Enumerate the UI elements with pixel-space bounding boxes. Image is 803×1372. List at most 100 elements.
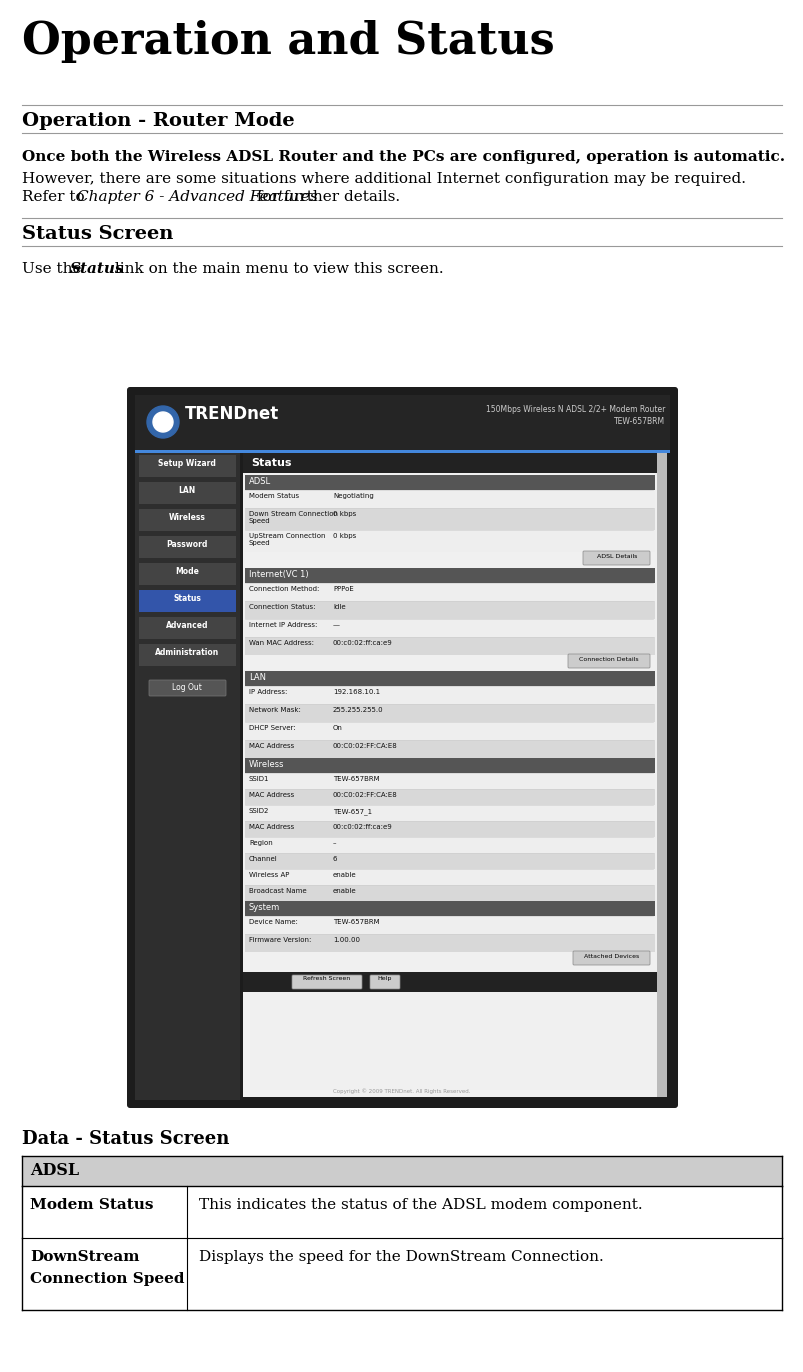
Bar <box>245 853 654 868</box>
Bar <box>245 916 654 934</box>
Text: enable: enable <box>332 888 357 895</box>
Text: Device Name:: Device Name: <box>249 919 297 925</box>
Bar <box>139 482 236 504</box>
FancyBboxPatch shape <box>291 975 361 989</box>
Text: Help: Help <box>377 975 392 981</box>
Bar <box>22 1157 781 1185</box>
Bar <box>135 395 669 450</box>
Text: —: — <box>332 622 340 628</box>
Bar <box>243 453 656 473</box>
Text: Broadcast Name: Broadcast Name <box>249 888 306 895</box>
Text: Idle: Idle <box>332 604 345 611</box>
Bar <box>245 637 654 654</box>
Bar <box>245 671 654 686</box>
Bar <box>245 704 654 722</box>
Text: PPPoE: PPPoE <box>332 586 353 591</box>
Text: Channel: Channel <box>249 856 277 862</box>
Text: Chapter 6 - Advanced Features: Chapter 6 - Advanced Features <box>77 189 317 204</box>
Bar <box>139 509 236 531</box>
Text: 0 kbps: 0 kbps <box>332 532 356 539</box>
Text: Internet IP Address:: Internet IP Address: <box>249 622 317 628</box>
Text: Data - Status Screen: Data - Status Screen <box>22 1131 229 1148</box>
Text: 00:c0:02:ff:ca:e9: 00:c0:02:ff:ca:e9 <box>332 639 392 646</box>
Text: LAN: LAN <box>249 674 266 682</box>
Text: LAN: LAN <box>178 486 195 495</box>
Bar <box>245 601 654 619</box>
Text: Wireless: Wireless <box>249 760 284 768</box>
Bar <box>139 563 236 584</box>
Bar <box>139 456 236 477</box>
Text: Copyright © 2009 TRENDnet. All Rights Reserved.: Copyright © 2009 TRENDnet. All Rights Re… <box>332 1088 471 1093</box>
Text: Advanced: Advanced <box>165 622 208 630</box>
Bar <box>139 536 236 558</box>
Text: UpStream Connection
Speed: UpStream Connection Speed <box>249 532 325 546</box>
Text: MAC Address: MAC Address <box>249 825 294 830</box>
Text: IP Address:: IP Address: <box>249 689 287 696</box>
Text: enable: enable <box>332 873 357 878</box>
Text: Refer to: Refer to <box>22 189 89 204</box>
Text: Negotiating: Negotiating <box>332 493 373 499</box>
Bar <box>245 619 654 637</box>
Text: ADSL: ADSL <box>30 1162 79 1179</box>
FancyBboxPatch shape <box>127 387 677 1109</box>
Bar <box>135 450 240 1100</box>
Text: System: System <box>249 903 280 912</box>
Text: Internet(VC 1): Internet(VC 1) <box>249 569 308 579</box>
Bar <box>139 617 236 639</box>
Text: 0 kbps: 0 kbps <box>332 510 356 517</box>
Bar <box>139 590 236 612</box>
Text: ADSL Details: ADSL Details <box>596 554 637 558</box>
Text: Status Screen: Status Screen <box>22 225 173 243</box>
Text: Displays the speed for the DownStream Connection.: Displays the speed for the DownStream Co… <box>199 1250 603 1264</box>
Text: Password: Password <box>166 541 207 549</box>
Text: Status: Status <box>251 458 291 468</box>
Text: This indicates the status of the ADSL modem component.: This indicates the status of the ADSL mo… <box>199 1198 642 1211</box>
FancyBboxPatch shape <box>582 552 649 565</box>
Bar <box>245 686 654 704</box>
Bar <box>245 490 654 508</box>
Circle shape <box>147 406 179 438</box>
Bar <box>245 508 654 530</box>
Text: Status: Status <box>70 262 124 276</box>
Text: TEW-657BRM: TEW-657BRM <box>613 417 664 425</box>
Bar <box>139 643 236 665</box>
Bar <box>245 757 654 772</box>
Bar <box>245 820 654 837</box>
Text: 00:C0:02:FF:CA:E8: 00:C0:02:FF:CA:E8 <box>332 792 397 799</box>
Bar <box>245 740 654 757</box>
FancyBboxPatch shape <box>149 681 226 696</box>
Text: MAC Address: MAC Address <box>249 744 294 749</box>
Text: Operation and Status: Operation and Status <box>22 21 554 63</box>
Text: Wireless: Wireless <box>169 513 206 521</box>
Text: Connection Details: Connection Details <box>578 657 638 663</box>
Bar <box>243 971 656 992</box>
Text: On: On <box>332 724 342 731</box>
Text: DownStream: DownStream <box>30 1250 140 1264</box>
Text: SSID2: SSID2 <box>249 808 269 814</box>
Bar <box>656 453 666 1098</box>
Text: TEW-657BRM: TEW-657BRM <box>332 919 379 925</box>
Bar <box>245 805 654 820</box>
Bar <box>245 868 654 885</box>
Bar <box>245 568 654 583</box>
Bar <box>245 530 654 552</box>
Text: 6: 6 <box>332 856 337 862</box>
Text: Connection Method:: Connection Method: <box>249 586 319 591</box>
Bar <box>245 885 654 901</box>
Text: TEW-657BRM: TEW-657BRM <box>332 777 379 782</box>
Bar <box>243 453 666 1098</box>
Text: Refresh Screen: Refresh Screen <box>303 975 350 981</box>
Text: 255.255.255.0: 255.255.255.0 <box>332 707 383 713</box>
Bar <box>245 934 654 952</box>
Bar <box>135 450 669 453</box>
Text: ADSL: ADSL <box>249 477 271 486</box>
Text: Mode: Mode <box>175 567 198 576</box>
FancyBboxPatch shape <box>567 654 649 668</box>
Bar <box>245 722 654 740</box>
Bar <box>245 583 654 601</box>
Text: 192.168.10.1: 192.168.10.1 <box>332 689 380 696</box>
Text: Setup Wizard: Setup Wizard <box>158 460 216 468</box>
Text: Connection Status:: Connection Status: <box>249 604 315 611</box>
Text: Network Mask:: Network Mask: <box>249 707 300 713</box>
Text: Wan MAC Address:: Wan MAC Address: <box>249 639 314 646</box>
